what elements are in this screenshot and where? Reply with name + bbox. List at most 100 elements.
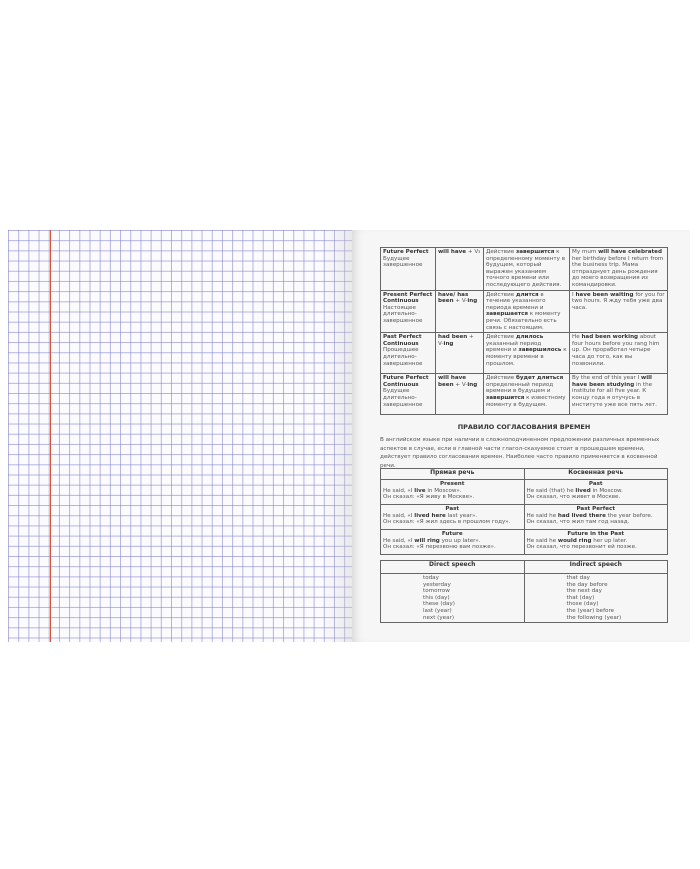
text-segment: + V- — [453, 298, 468, 305]
text-segment: He said, «I — [383, 512, 415, 519]
text-segment: about four hours before you rang him up.… — [572, 334, 660, 367]
tense-name: Present Perfect Continuous — [383, 291, 433, 305]
text-segment: + V₃ — [466, 249, 481, 255]
example-cell: By the end of this year I will have been… — [569, 373, 668, 416]
direct-translation: Он сказал: «Я перезвоню вам позже». — [383, 544, 496, 551]
text-segment: указанный период времени и — [486, 340, 542, 354]
indirect-cell: Future in the Past He said he would ring … — [523, 529, 668, 555]
tenses-table: Future Perfect Будущее завершенное will ha… — [380, 247, 668, 416]
text-segment: длилось — [515, 334, 544, 341]
tense-name: Future Perfect Continuous — [383, 375, 429, 388]
word-item: this (day) — [423, 594, 450, 601]
text-segment: Действие — [486, 249, 516, 255]
direct-example: He said, «I live in Moscow». — [383, 488, 522, 495]
header-direct-speech: Direct speech — [380, 560, 525, 574]
indirect-translation: Он сказал, что жил там год назад. — [526, 519, 630, 526]
text-segment: lived — [575, 487, 591, 494]
tense-cell: Future Perfect Будущее завершенное — [380, 247, 436, 291]
text-segment: длится — [515, 291, 539, 298]
header-indirect: Косвенная речь — [523, 468, 668, 480]
word-item: next (year) — [423, 614, 455, 621]
table-row: Future He said, «I will ring you up later… — [380, 529, 668, 555]
text-segment: Действие — [486, 291, 516, 298]
indirect-tense: Past — [588, 481, 603, 487]
direct-cell: Present He said, «I live in Moscow». Он ск… — [380, 479, 525, 505]
word-item: the day before — [566, 581, 608, 588]
text-segment: will have celebrated — [598, 249, 662, 255]
text-segment: had been working — [581, 334, 639, 341]
word-item: the (year) before — [566, 607, 615, 614]
indirect-tense: Future in the Past — [567, 531, 625, 537]
text-segment: определенный период времени в будущем и — [486, 381, 554, 395]
text-segment: will have — [438, 249, 467, 255]
direct-words: today yesterday tomorrow this (day) these (d… — [380, 572, 525, 624]
text-segment: had been — [438, 334, 468, 341]
example-cell: I have been waiting for you for two hour… — [569, 289, 668, 334]
text-segment: ing — [467, 381, 478, 388]
tense-name-ru: Настоящее длительно-завершенное — [383, 304, 423, 324]
description-cell: Действие длится в течение указанного пер… — [483, 289, 570, 334]
text-segment: I — [572, 291, 576, 298]
table-row: Past Perfect Continuous Прошедшее длитель… — [380, 332, 668, 375]
text-segment: would ring — [557, 537, 592, 544]
text-segment: Действие — [486, 375, 516, 382]
text-segment: завершится — [515, 249, 555, 255]
text-segment: завершилось — [518, 347, 562, 354]
text-segment: He said (that) he — [526, 487, 576, 494]
indirect-words: that day the day before the next day that (… — [523, 572, 668, 624]
header-direct: Прямая речь — [380, 468, 525, 480]
text-segment: Действие — [486, 334, 516, 341]
example-cell: My mum will have celebrated her birthday… — [569, 247, 668, 291]
direct-tense: Future — [441, 531, 463, 537]
text-segment: ing — [443, 340, 454, 347]
text-segment: к определенному моменту в будущем, котор… — [486, 249, 566, 288]
word-item: these (day) — [423, 601, 455, 608]
example-cell: He had been working about four hours bef… — [569, 332, 668, 375]
text-segment: He — [572, 334, 582, 341]
margin-line — [50, 230, 51, 642]
text-segment: had lived there — [557, 512, 606, 519]
tense-name: Past Perfect Continuous — [383, 334, 422, 347]
table-row: Future Perfect Будущее завершенное will ha… — [380, 247, 668, 291]
word-item: the next day — [566, 588, 602, 595]
grid-page — [8, 230, 352, 642]
text-segment: к моменту времени в прошлом. — [486, 347, 567, 367]
text-segment: will have been — [438, 375, 467, 388]
text-segment: He said he — [526, 537, 558, 544]
text-segment: have been waiting — [575, 291, 634, 298]
word-item: tomorrow — [423, 588, 450, 595]
text-segment: завершится — [486, 394, 525, 401]
indirect-cell: Past Perfect He said he had lived there t… — [523, 504, 668, 530]
text-segment: By the end of this year I — [572, 375, 642, 382]
text-segment: завершается — [486, 311, 529, 318]
tense-name: Future Perfect — [383, 249, 429, 255]
tense-cell: Present Perfect Continuous Настоящее длит… — [380, 289, 436, 334]
description-cell: Действие будет длиться определенный пери… — [483, 373, 570, 416]
text-segment: к известному моменту в будущем. — [486, 394, 566, 408]
word-item: that (day) — [566, 594, 595, 601]
text-segment: will have been studying — [572, 375, 652, 388]
text-segment: last year». — [445, 512, 478, 519]
direct-translation: Он сказал: «Я жил здесь в прошлом году». — [383, 519, 511, 526]
text-segment: ing — [467, 298, 478, 305]
text-segment: live — [414, 487, 426, 494]
table-row: Future Perfect Continuous Будущее длитель… — [380, 373, 668, 416]
word-item: that day — [566, 575, 590, 581]
text-segment: будет длиться — [515, 375, 564, 382]
indirect-example: He said (that) he lived in Moscow. — [527, 488, 666, 495]
section-paragraph: В английском языке при наличии в сложноп… — [380, 437, 660, 469]
description-cell: Действие завершится к определенному моме… — [483, 247, 570, 291]
text-segment: в течение указанного периода времени и — [486, 291, 546, 311]
text-segment: He said he — [526, 512, 558, 519]
indirect-example: He said he had lived there the year befo… — [527, 513, 666, 520]
text-segment: He said, «I — [383, 537, 415, 544]
tense-name-ru: Прошедшее длительно-завершенное — [383, 347, 423, 367]
direct-tense: Present — [440, 481, 465, 487]
text-segment: in Moscow. — [590, 487, 623, 494]
indirect-translation: Он сказал, что перезвонит ей позже. — [526, 544, 637, 551]
indirect-tense: Past Perfect — [576, 506, 616, 512]
speech-table: Прямая речь Косвенная речь Present He said… — [380, 468, 668, 555]
form-cell: have/ has been + V-ing — [435, 289, 484, 334]
text-segment: have/ has been — [438, 291, 469, 305]
text-segment: her birthday before I return from the bu… — [572, 255, 664, 288]
